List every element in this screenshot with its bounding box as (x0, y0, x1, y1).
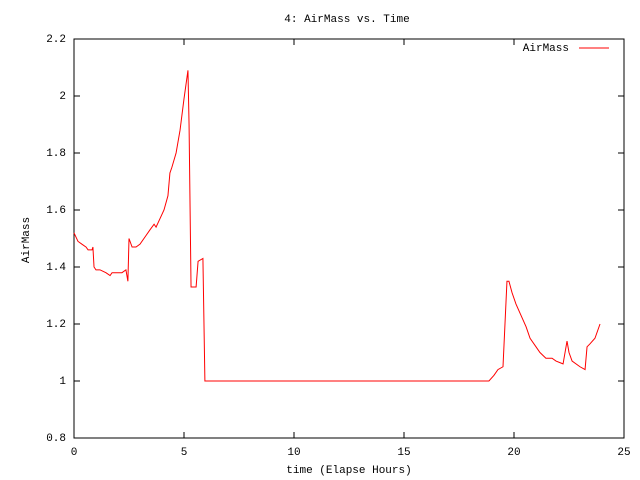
y-tick-label: 1.4 (46, 262, 66, 274)
y-axis-label: AirMass (21, 217, 33, 263)
legend-label: AirMass (523, 43, 569, 55)
x-tick-label: 15 (397, 447, 410, 459)
y-tick-label: 2 (59, 91, 66, 103)
x-tick-label: 10 (287, 447, 300, 459)
x-tick-label: 25 (617, 447, 630, 459)
x-axis-label: time (Elapse Hours) (286, 465, 411, 477)
plot-frame (73, 38, 625, 439)
y-tick-label: 1.2 (46, 319, 66, 331)
y-tick-label: 1 (59, 376, 66, 388)
x-tick-label: 20 (507, 447, 520, 459)
y-tick-label: 1.6 (46, 205, 66, 217)
x-tick-label: 0 (71, 447, 78, 459)
y-tick-label: 2.2 (46, 34, 66, 46)
data-line (73, 70, 601, 382)
y-tick-label: 0.8 (46, 433, 66, 445)
y-tick-label: 1.8 (46, 148, 66, 160)
chart-title: 4: AirMass vs. Time (284, 14, 409, 26)
x-tick-label: 5 (181, 447, 188, 459)
